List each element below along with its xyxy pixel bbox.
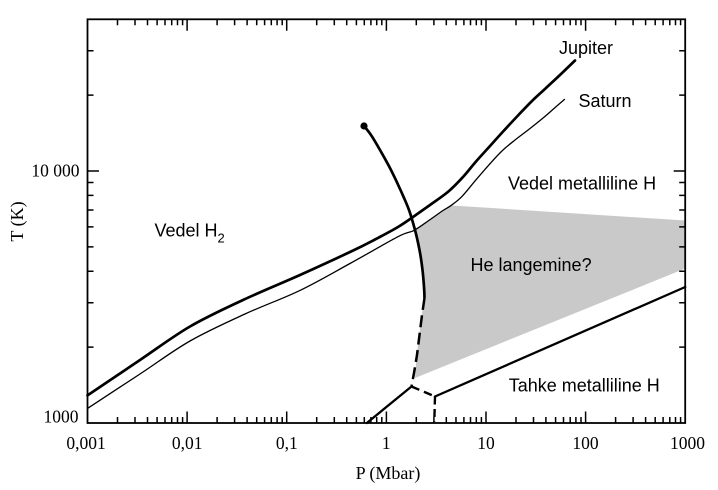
- svg-text:1000: 1000: [44, 406, 79, 426]
- svg-text:Jupiter: Jupiter: [559, 38, 613, 58]
- svg-text:Tahke metalliline H: Tahke metalliline H: [509, 376, 660, 396]
- svg-text:10 000: 10 000: [31, 161, 79, 181]
- svg-text:Saturn: Saturn: [579, 91, 632, 111]
- svg-text:0,01: 0,01: [172, 433, 203, 453]
- svg-text:1: 1: [382, 433, 391, 453]
- svg-text:T (K): T (K): [7, 201, 28, 241]
- svg-text:0,1: 0,1: [276, 433, 298, 453]
- svg-text:Vedel metalliline H: Vedel metalliline H: [508, 174, 656, 194]
- svg-text:0,001: 0,001: [66, 433, 105, 453]
- svg-text:1000: 1000: [670, 433, 705, 453]
- svg-text:P (Mbar): P (Mbar): [356, 463, 421, 484]
- svg-text:100: 100: [572, 433, 599, 453]
- svg-text:He langemine?: He langemine?: [471, 255, 592, 275]
- svg-text:10: 10: [477, 433, 495, 453]
